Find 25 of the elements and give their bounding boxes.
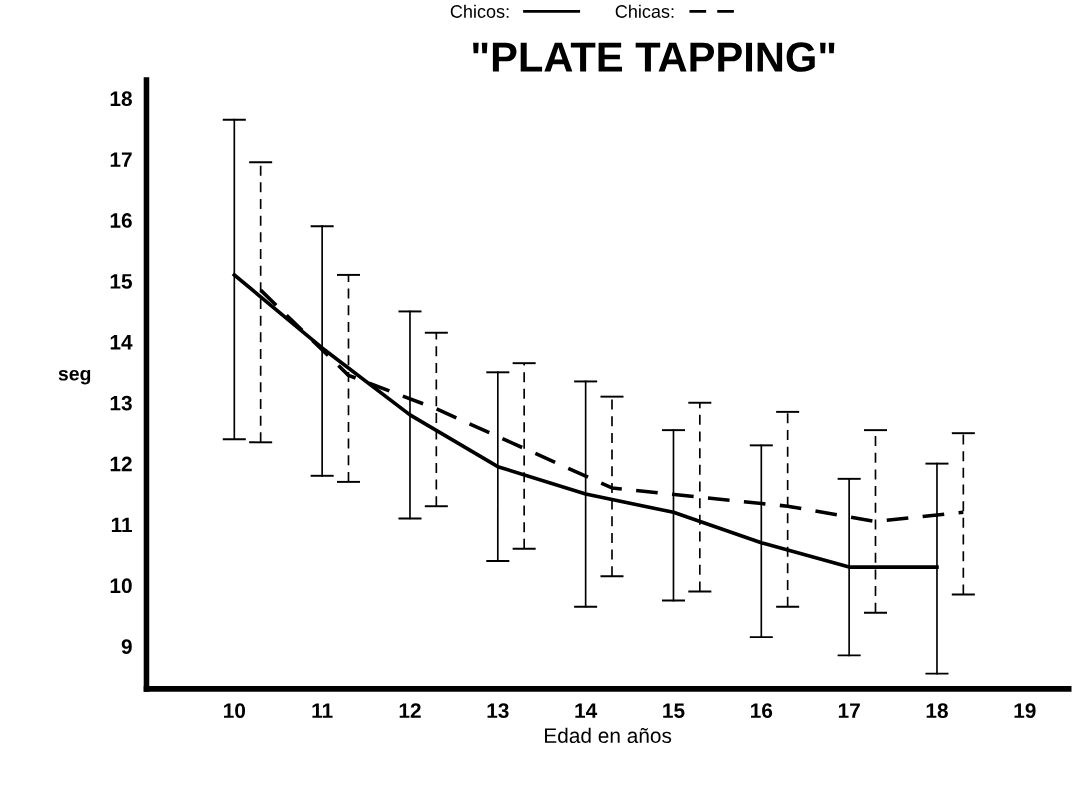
y-tick-label: 15 (110, 274, 133, 289)
y-tick-label: 18 (110, 91, 132, 107)
y-tick-label: 10 (110, 578, 132, 594)
legend-label: Chicas: (615, 4, 674, 18)
x-tick-label: 12 (399, 703, 421, 718)
y-tick-label: 17 (110, 152, 132, 167)
x-tick-label: 10 (224, 703, 246, 719)
y-tick-label: 9 (121, 639, 132, 654)
y-tick-label: 16 (110, 213, 132, 228)
x-axis-title: Edad en años (545, 727, 672, 744)
legend-label: Chicos: (450, 4, 509, 18)
x-tick-label: 16 (751, 703, 773, 719)
x-tick-label: 11 (312, 703, 333, 718)
chart-title: "PLATE TAPPING" (473, 42, 835, 72)
y-tick-label: 11 (111, 517, 133, 533)
y-tick-label: 14 (110, 335, 133, 350)
y-tick-label: 12 (110, 456, 132, 472)
x-tick-label: 18 (926, 703, 948, 719)
x-tick-label: 14 (575, 703, 598, 718)
x-tick-label: 13 (487, 703, 509, 719)
x-tick-label: 19 (1014, 703, 1036, 719)
y-axis-title: seg (58, 369, 91, 385)
y-tick-label: 13 (110, 395, 132, 411)
x-tick-label: 15 (663, 703, 685, 719)
x-tick-label: 17 (838, 703, 860, 718)
